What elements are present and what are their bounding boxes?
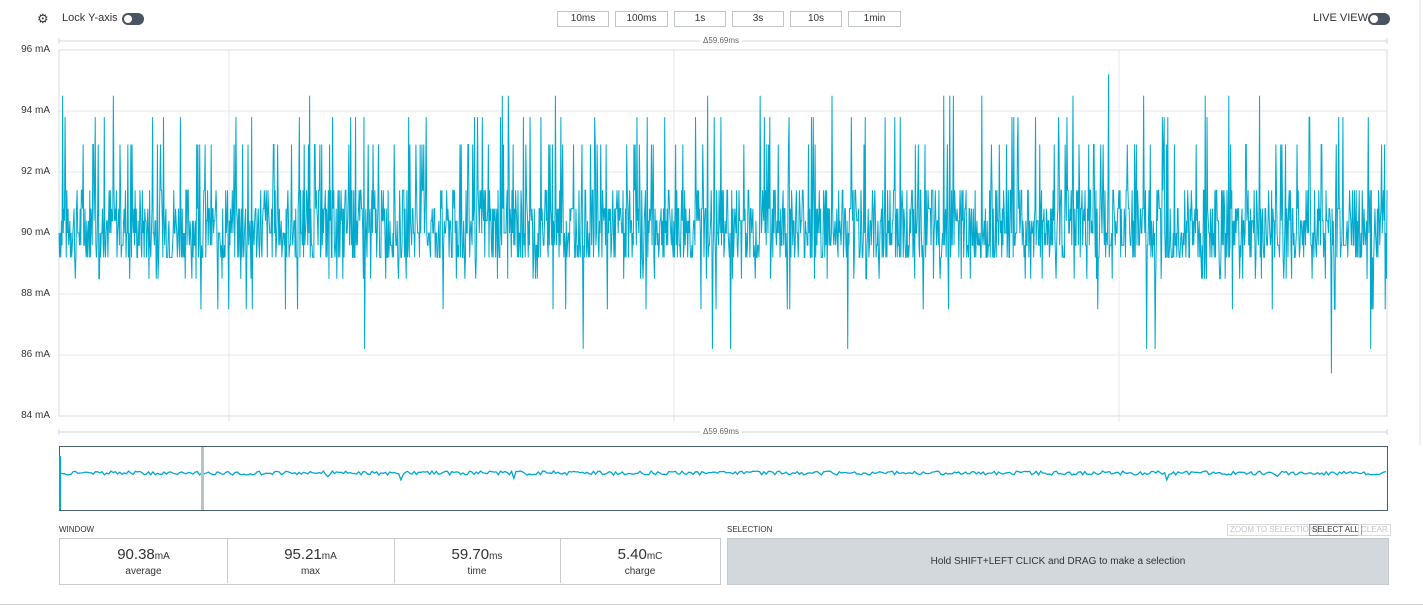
- bottom-divider: [0, 604, 1423, 605]
- clear-button[interactable]: CLEAR: [1358, 524, 1391, 536]
- current-chart[interactable]: [0, 0, 1423, 445]
- selection-panel[interactable]: Hold SHIFT+LEFT CLICK and DRAG to make a…: [727, 538, 1389, 585]
- stat-average: 90.38mA average: [60, 539, 228, 583]
- stat-label: charge: [624, 566, 656, 577]
- chart-grid: [58, 49, 1388, 422]
- live-view-toggle[interactable]: [1368, 13, 1390, 25]
- stat-value: 59.70: [451, 546, 490, 563]
- stat-unit: mC: [646, 551, 663, 562]
- stat-unit: mA: [154, 551, 170, 562]
- zoom-to-selection-button[interactable]: ZOOM TO SELECTION: [1227, 524, 1318, 536]
- lock-y-axis-toggle[interactable]: [122, 13, 144, 25]
- stat-label: time: [467, 566, 487, 577]
- stat-value: 90.38: [117, 546, 155, 563]
- y-tick-label: 92 mA: [21, 166, 50, 177]
- overview-strip[interactable]: [59, 446, 1388, 511]
- time-button-1s[interactable]: 1s: [674, 11, 726, 27]
- stat-label: max: [301, 566, 320, 577]
- y-tick-label: 84 mA: [21, 410, 50, 421]
- y-tick-label: 90 mA: [21, 227, 50, 238]
- window-stats: 90.38mA average 95.21mA max 59.70ms time…: [59, 538, 721, 585]
- delta-time-top: Δ59.69ms: [700, 36, 743, 45]
- stat-time: 59.70ms time: [394, 539, 561, 583]
- y-tick-label: 96 mA: [21, 44, 50, 55]
- time-button-3s[interactable]: 3s: [732, 11, 784, 27]
- y-tick-label: 94 mA: [21, 105, 50, 116]
- stat-value: 95.21: [284, 546, 322, 563]
- stat-unit: ms: [489, 551, 503, 562]
- time-button-100ms[interactable]: 100ms: [615, 11, 668, 27]
- stat-value: 5.40: [617, 546, 647, 563]
- gear-icon[interactable]: ⚙: [37, 11, 49, 26]
- y-tick-label: 86 mA: [21, 349, 50, 360]
- window-heading: WINDOW: [59, 525, 95, 534]
- overview-window-handle: [201, 447, 204, 510]
- stat-label: average: [125, 566, 162, 577]
- select-all-button[interactable]: SELECT ALL: [1309, 524, 1362, 536]
- selection-hint: Hold SHIFT+LEFT CLICK and DRAG to make a…: [930, 556, 1186, 567]
- stat-unit: mA: [321, 551, 337, 562]
- time-button-10s[interactable]: 10s: [790, 11, 842, 27]
- current-trace: [58, 74, 1388, 374]
- delta-time-bottom: Δ59.69ms: [700, 427, 743, 436]
- live-view-label: LIVE VIEW: [1313, 12, 1369, 24]
- time-button-10ms[interactable]: 10ms: [557, 11, 609, 27]
- lock-y-axis-label: Lock Y-axis: [62, 12, 118, 24]
- y-tick-label: 88 mA: [21, 288, 50, 299]
- time-button-1min[interactable]: 1min: [848, 11, 901, 27]
- selection-heading: SELECTION: [727, 525, 773, 534]
- stat-charge: 5.40mC charge: [560, 539, 720, 583]
- stat-max: 95.21mA max: [227, 539, 395, 583]
